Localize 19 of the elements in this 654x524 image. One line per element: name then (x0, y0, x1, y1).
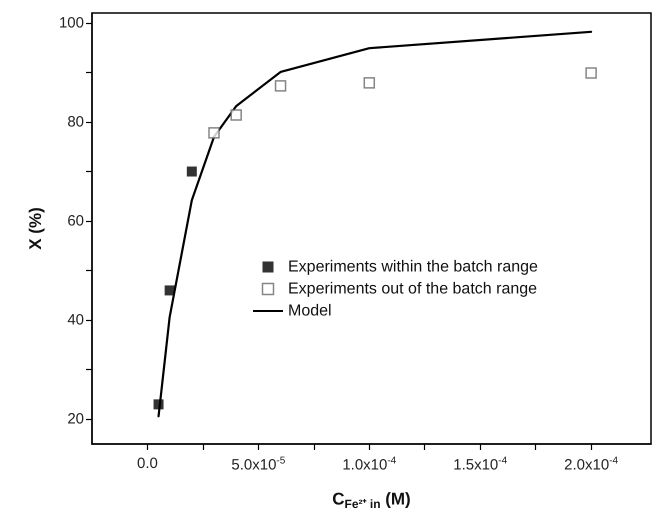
point (230, 109, 242, 121)
y-tick-label: 60 (67, 212, 84, 230)
point (585, 67, 597, 79)
x-tick-label: 0.0 (137, 455, 158, 472)
y-tick-label: 40 (67, 312, 84, 329)
point (164, 285, 175, 296)
point (154, 399, 164, 410)
y-tick-label: 100 (58, 14, 84, 32)
legend-label: Model (288, 302, 332, 320)
point (208, 127, 220, 139)
legend-label: Experiments within the batch range (288, 258, 538, 276)
y-tick-label: 20 (67, 410, 84, 428)
point (186, 166, 197, 177)
point (274, 80, 286, 92)
point (364, 77, 376, 89)
line-series (157, 30, 592, 418)
legend-label: Experiments out of the batch range (288, 280, 538, 298)
y-axis-title: X (%) (26, 207, 45, 250)
y-tick-label: 80 (67, 113, 84, 130)
